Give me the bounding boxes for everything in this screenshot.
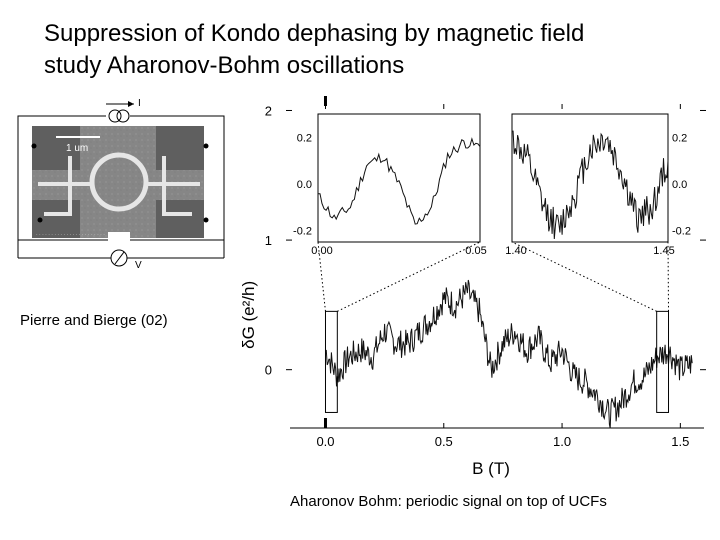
slide-title: Suppression of Kondo dephasing by magnet…	[44, 18, 584, 82]
ab-ring	[89, 152, 149, 212]
inset-y-tick-label: 0.2	[297, 132, 312, 144]
y-tick-label: 2	[265, 103, 272, 118]
title-line-2: study Aharonov-Bohm oscillations	[44, 52, 405, 79]
terminal-dot	[37, 217, 43, 223]
y-tick-label: 0	[265, 363, 272, 378]
scale-bar-label: 1 um	[66, 143, 88, 154]
inset-y-tick-label: 0.0	[297, 179, 312, 191]
inset-frame	[511, 113, 669, 243]
conductance-plot: 0.0 0.5 1.0 1.5 0 1 2 B (T) δG (e²/h) -0.2 0.0 0.2 0…	[239, 96, 706, 478]
nanowire	[38, 156, 200, 216]
zoom-region-box	[324, 310, 338, 413]
inset-y-tick-label: 0.0	[672, 179, 687, 191]
terminal-dot	[203, 143, 209, 149]
y-tick-label: 1	[265, 233, 272, 248]
inset-y-tick-label: -0.2	[293, 225, 312, 237]
inset-y-tick-label: 0.2	[672, 132, 687, 144]
current-arrow-head	[128, 101, 134, 107]
credit-caption: Pierre and Bierge (02)	[20, 312, 168, 329]
zoom-region-box	[656, 310, 670, 413]
x-axis-label: B (T)	[472, 459, 510, 478]
current-label: I	[138, 98, 141, 109]
x-tick-label: 0.0	[316, 434, 334, 449]
main-trace	[325, 279, 693, 429]
current-source-icon	[108, 109, 122, 123]
inset-x-tick-label: 1.45	[653, 245, 674, 257]
x-tick-label: 1.5	[671, 434, 689, 449]
voltage-label: V	[135, 260, 142, 268]
x-tick-label: 0.5	[435, 434, 453, 449]
title-line-1: Suppression of Kondo dephasing by magnet…	[44, 20, 585, 47]
current-source-icon	[116, 109, 130, 123]
voltmeter-needle-icon	[114, 251, 125, 265]
bottom-caption: Aharonov Bohm: periodic signal on top of…	[290, 493, 607, 510]
sem-info-strip: · · · · · · · · · · · · · · · · · · · · …	[36, 232, 105, 238]
inset-x-tick-label: 0.05	[465, 245, 486, 257]
inset-trace	[512, 130, 669, 240]
inset-trace	[318, 137, 481, 225]
inset-y-tick-label: -0.2	[672, 225, 691, 237]
inset-x-tick-label: 1.40	[505, 245, 526, 257]
x-tick-label: 1.0	[553, 434, 571, 449]
terminal-dot	[31, 143, 37, 149]
wire-gap	[108, 232, 130, 248]
zoom-connector	[511, 241, 657, 312]
bottom-marker	[323, 418, 327, 428]
terminal-dot	[203, 217, 209, 223]
y-axis-label: δG (e²/h)	[239, 281, 258, 349]
top-marker	[323, 96, 327, 106]
inset-frame	[317, 113, 481, 243]
zoom-connector	[337, 241, 481, 312]
inset-x-tick-label: 0.00	[311, 245, 332, 257]
wire-gap	[106, 108, 130, 124]
device-schematic: 1 um · · · · · · · · · · · · · · · · · ·…	[17, 98, 225, 268]
